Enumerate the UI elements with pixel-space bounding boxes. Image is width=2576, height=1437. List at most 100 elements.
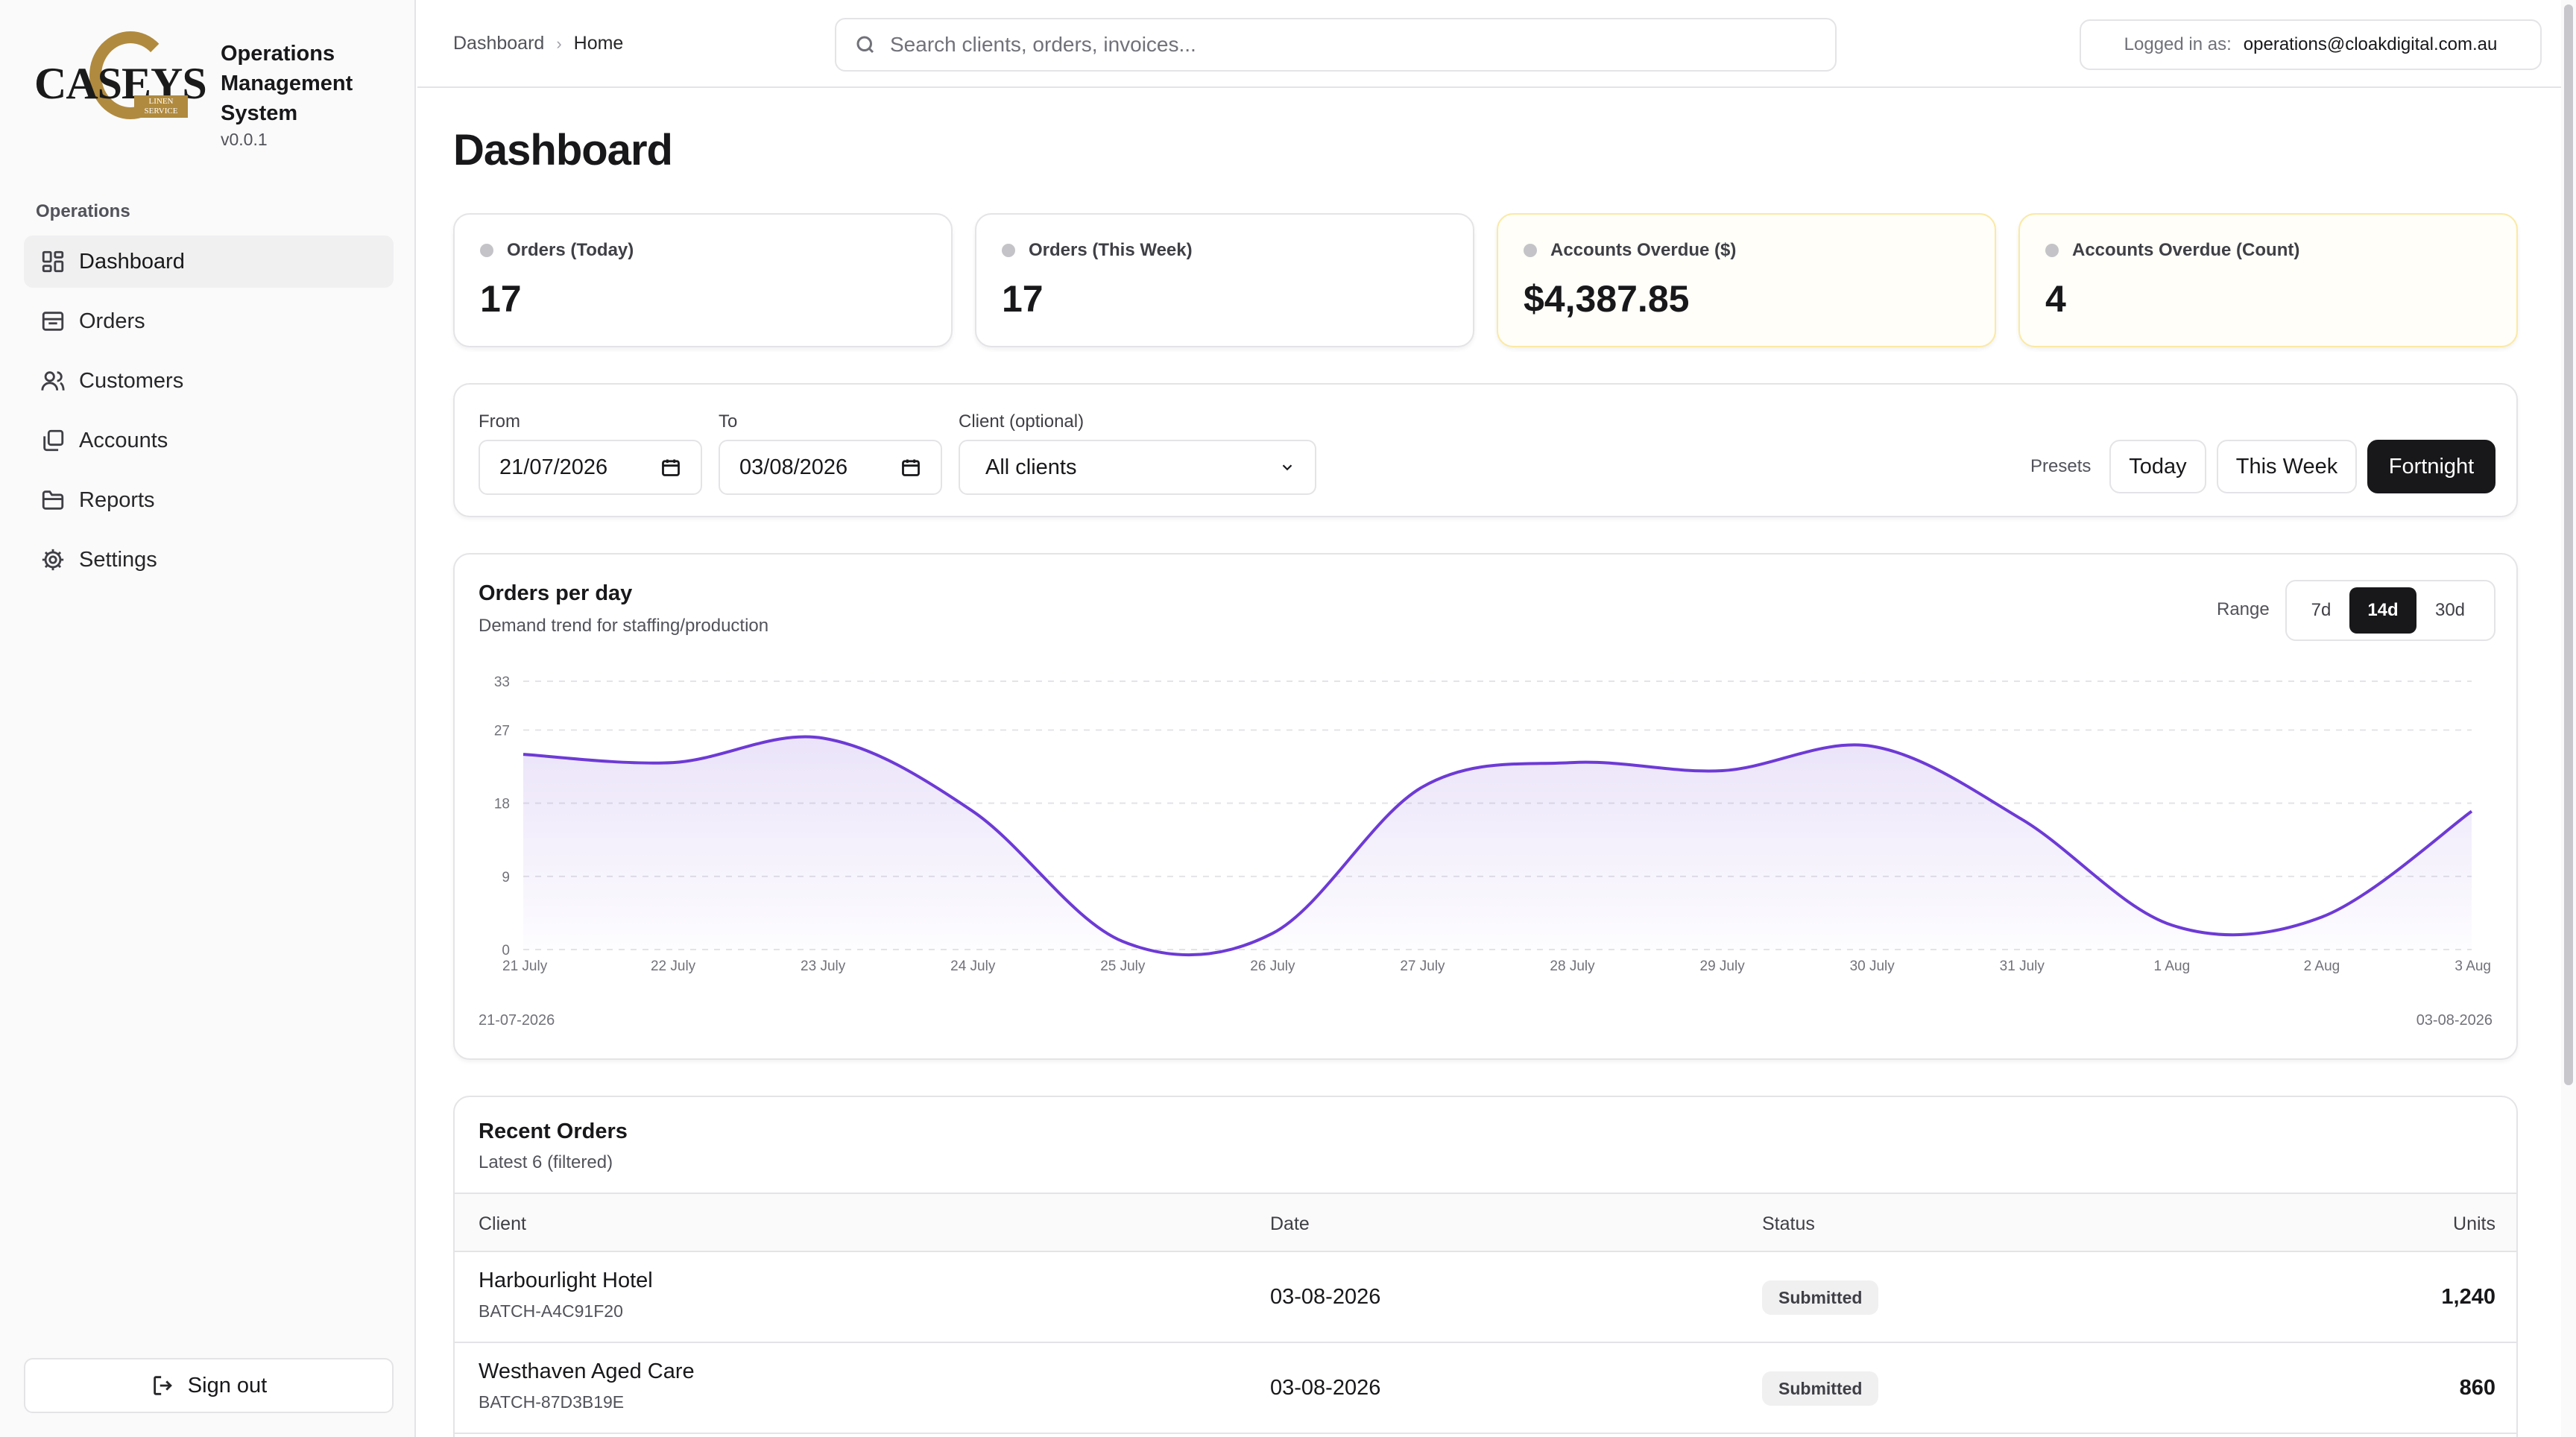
series-area (523, 736, 2472, 956)
table-row[interactable]: Harbourlight Hotel BATCH-A4C91F20 03-08-… (455, 1252, 2516, 1343)
filters-card: From 21/07/2026 To 03/08/2026 Client (op… (453, 383, 2518, 517)
breadcrumb-home: Home (573, 33, 624, 54)
preset-today-button[interactable]: Today (2109, 440, 2206, 493)
x-tick-label: 28 July (1550, 958, 1595, 974)
x-tick-label: 31 July (2000, 958, 2045, 974)
order-date: 03-08-2026 (1270, 1285, 1381, 1309)
x-tick-label: 3 Aug (2455, 958, 2491, 974)
range-7d-button[interactable]: 7d (2311, 600, 2332, 620)
to-date-input[interactable]: 03/08/2026 (719, 440, 942, 495)
y-tick-label: 9 (502, 870, 510, 885)
y-tick-label: 27 (494, 723, 510, 739)
data-point (1570, 760, 1575, 765)
top-header: Dashboard › Home Logged in as: operation… (417, 0, 2563, 88)
orders-area-chart: 0 9 18 27 33 21 July 22 July 23 July 24 July 25 J… (494, 675, 2491, 974)
x-tick-label: 2 Aug (2304, 958, 2340, 974)
data-point (1420, 785, 1424, 789)
dashboard-icon (42, 250, 64, 273)
data-point (821, 736, 825, 740)
client-select[interactable]: All clients (959, 440, 1316, 495)
order-batch: BATCH-87D3B19E (479, 1392, 625, 1412)
preset-fortnight-button[interactable]: Fortnight (2367, 440, 2496, 493)
login-status: Logged in as: operations@cloakdigital.co… (2080, 19, 2542, 70)
x-tick-label: 27 July (1400, 958, 1445, 974)
sidebar-item-settings[interactable]: Settings (24, 534, 394, 586)
range-30d-button[interactable]: 30d (2434, 600, 2466, 620)
search-box[interactable] (835, 18, 1837, 72)
data-point (2170, 923, 2174, 927)
sidebar-item-dashboard[interactable]: Dashboard (24, 236, 394, 288)
client-select-value: All clients (985, 455, 1077, 479)
sidebar-item-label: Accounts (79, 428, 168, 452)
column-header-client[interactable]: Client (479, 1213, 526, 1234)
folder-icon (42, 490, 64, 510)
logo-plate: LINEN SERVICE (134, 95, 188, 118)
sidebar-item-reports[interactable]: Reports (24, 474, 394, 526)
calendar-icon[interactable] (900, 457, 921, 478)
page-title: Dashboard (453, 126, 673, 174)
x-tick-label: 29 July (1700, 958, 1746, 974)
range-label: Range (2217, 599, 2270, 619)
gear-icon (42, 549, 64, 571)
stat-card-overdue-count: Accounts Overdue (Count) 4 (2018, 213, 2518, 347)
data-point (2469, 809, 2474, 814)
sidebar-nav: Dashboard Orders Customers Accounts Repo… (24, 236, 394, 593)
stat-value: 17 (480, 278, 522, 320)
data-point (2020, 817, 2024, 821)
status-dot (2045, 244, 2059, 257)
column-header-units[interactable]: Units (2453, 1213, 2496, 1234)
stat-card-orders-today: Orders (Today) 17 (453, 213, 953, 347)
scrollbar-thumb[interactable] (2564, 4, 2573, 1085)
breadcrumb-dashboard[interactable]: Dashboard (453, 33, 545, 54)
order-batch: BATCH-A4C91F20 (479, 1301, 623, 1321)
order-client[interactable]: Harbourlight Hotel (479, 1269, 653, 1292)
stat-card-orders-week: Orders (This Week) 17 (975, 213, 1474, 347)
to-date-value: 03/08/2026 (739, 455, 848, 479)
casey-logo[interactable]: CASEYS LINEN SERVICE (34, 31, 207, 119)
chevron-down-icon (1282, 464, 1292, 471)
y-tick-label: 0 (502, 943, 510, 958)
stat-label-text: Orders (Today) (507, 240, 634, 260)
login-email: operations@cloakdigital.com.au (2243, 34, 2498, 54)
column-header-status[interactable]: Status (1762, 1213, 1815, 1234)
status-dot (480, 244, 493, 257)
sidebar-item-label: Reports (79, 487, 155, 512)
stat-label: Accounts Overdue (Count) (2045, 240, 2516, 261)
table-row[interactable]: Westhaven Aged Care BATCH-87D3B19E 03-08… (455, 1343, 2516, 1434)
search-input[interactable] (890, 33, 1784, 57)
preset-this-week-button[interactable]: This Week (2217, 440, 2357, 493)
stat-label-text: Accounts Overdue (Count) (2072, 240, 2300, 260)
stat-value: 17 (1002, 278, 1044, 320)
range-14d-button[interactable]: 14d (2349, 587, 2416, 634)
status-badge: Submitted (1762, 1371, 1879, 1406)
x-tick-label: 26 July (1250, 958, 1295, 974)
logout-icon (154, 1376, 172, 1395)
sidebar-item-label: Settings (79, 547, 157, 572)
chart-start-date: 21-07-2026 (479, 1012, 555, 1029)
stat-value: 4 (2045, 278, 2066, 320)
sign-out-button[interactable]: Sign out (24, 1358, 394, 1413)
brand-title-line-2: Management (221, 72, 353, 95)
x-tick-label: 24 July (950, 958, 996, 974)
presets-label: Presets (2030, 456, 2092, 476)
page-scrollbar[interactable] (2561, 0, 2576, 1437)
breadcrumb: Dashboard › Home (453, 33, 623, 54)
stat-label-text: Orders (This Week) (1029, 240, 1193, 260)
brand-title-line-1: Operations (221, 42, 335, 66)
sidebar-item-customers[interactable]: Customers (24, 355, 394, 407)
sidebar-item-accounts[interactable]: Accounts (24, 414, 394, 467)
sidebar-item-orders[interactable]: Orders (24, 295, 394, 347)
stat-value: $4,387.85 (1524, 278, 1690, 320)
to-label: To (719, 411, 738, 432)
brand-title-line-3: System (221, 101, 298, 125)
column-header-date[interactable]: Date (1270, 1213, 1310, 1234)
from-date-input[interactable]: 21/07/2026 (479, 440, 702, 495)
x-tick-label: 23 July (801, 958, 846, 974)
chart-end-date: 03-08-2026 (2416, 1012, 2493, 1029)
chart-subtitle: Demand trend for staffing/production (479, 616, 769, 636)
chart-title: Orders per day (479, 581, 633, 605)
client-label: Client (optional) (959, 411, 1085, 432)
chevron-right-icon: › (556, 34, 562, 53)
order-client[interactable]: Westhaven Aged Care (479, 1359, 695, 1383)
calendar-icon[interactable] (660, 457, 681, 478)
